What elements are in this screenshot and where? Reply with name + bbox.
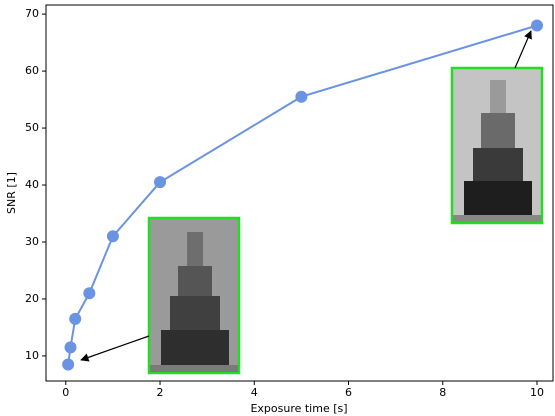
inset-image-long-exposure (450, 30, 544, 225)
y-tick-label: 50 (25, 121, 39, 134)
data-point (64, 341, 77, 354)
data-point (106, 230, 119, 243)
y-tick-label: 60 (25, 64, 39, 77)
axes-frame (45, 4, 554, 382)
y-tick-label: 10 (25, 349, 39, 362)
data-point (530, 19, 543, 32)
x-tick-label: 0 (62, 386, 69, 399)
x-tick-label: 2 (157, 386, 164, 399)
x-tick-label: 6 (345, 386, 352, 399)
x-axis-label: Exposure time [s] (250, 402, 347, 415)
data-point (295, 90, 308, 103)
y-tick-label: 40 (25, 178, 39, 191)
y-tick-label: 20 (25, 292, 39, 305)
inset-image-short-exposure (80, 216, 241, 375)
plot-area: 0 2 4 6 8 10 10 20 30 40 50 60 70 (25, 7, 544, 399)
data-point (154, 176, 167, 189)
data-point (62, 358, 75, 371)
y-tick-label: 70 (25, 7, 39, 20)
x-tick-label: 8 (439, 386, 446, 399)
y-tick-label: 30 (25, 235, 39, 248)
y-axis-label: SNR [1] (5, 172, 18, 214)
data-point (83, 287, 96, 300)
x-tick-label: 4 (251, 386, 258, 399)
x-tick-label: 10 (530, 386, 544, 399)
data-point (69, 312, 82, 325)
